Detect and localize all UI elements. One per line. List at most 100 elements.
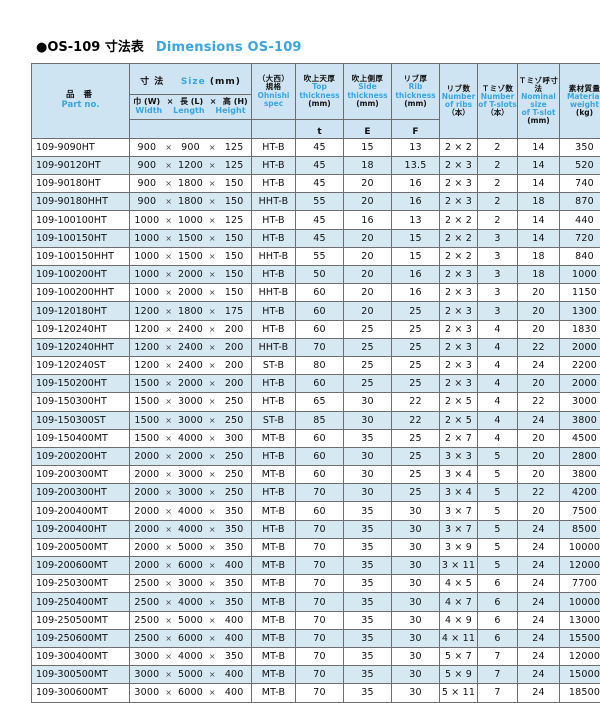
cell-tslots: 4 — [478, 411, 518, 429]
cell-ribs: 2 × 3 — [440, 320, 478, 338]
cell-length: 2000 — [174, 451, 208, 462]
dimension-times-icon: × — [164, 543, 174, 552]
cell-tslots: 4 — [478, 338, 518, 356]
cell-width: 1000 — [130, 251, 164, 262]
cell-ribs: 2 × 7 — [440, 429, 478, 447]
header-top-thickness: 吹上天厚 Top thickness (mm) — [296, 64, 344, 120]
dimension-times-icon: × — [207, 161, 217, 170]
cell-E: 35 — [344, 502, 392, 520]
cell-part_no: 109-250600MT — [32, 629, 130, 647]
cell-tslots: 6 — [478, 593, 518, 611]
cell-tslots: 4 — [478, 375, 518, 393]
cell-t: 45 — [296, 156, 344, 174]
cell-weight: 4500 — [560, 429, 600, 447]
cell-height: 250 — [217, 451, 251, 462]
dimension-times-icon: × — [164, 616, 174, 625]
cell-weight: 440 — [560, 211, 600, 229]
cell-F: 15 — [392, 247, 440, 265]
cell-weight: 720 — [560, 229, 600, 247]
dimension-times-icon: × — [207, 507, 217, 516]
cell-E: 20 — [344, 302, 392, 320]
cell-width: 3000 — [130, 687, 164, 698]
cell-tslot_size: 24 — [518, 575, 560, 593]
cell-ribs: 2 × 2 — [440, 247, 478, 265]
dimension-times-icon: × — [164, 307, 174, 316]
cell-weight: 870 — [560, 193, 600, 211]
cell-part_no: 109-300500MT — [32, 666, 130, 684]
dimension-times-icon: × — [164, 161, 174, 170]
cell-length: 1800 — [174, 306, 208, 317]
cell-height: 150 — [217, 269, 251, 280]
cell-dimensions: 900×1800×150 — [130, 175, 252, 193]
cell-height: 150 — [217, 178, 251, 189]
cell-tslots: 3 — [478, 302, 518, 320]
cell-weight: 7700 — [560, 575, 600, 593]
symbol-top-thickness: t — [296, 120, 344, 139]
cell-E: 30 — [344, 393, 392, 411]
cell-weight: 15500 — [560, 629, 600, 647]
cell-t: 70 — [296, 484, 344, 502]
cell-t: 70 — [296, 520, 344, 538]
cell-F: 25 — [392, 429, 440, 447]
cell-E: 35 — [344, 593, 392, 611]
cell-height: 125 — [217, 142, 251, 153]
cell-width: 2000 — [130, 506, 164, 517]
cell-height: 150 — [217, 287, 251, 298]
symbol-E: E — [364, 127, 370, 137]
cell-spec: HHT-B — [252, 284, 296, 302]
cell-height: 400 — [217, 669, 251, 680]
cell-ribs: 3 × 7 — [440, 502, 478, 520]
cell-t: 55 — [296, 193, 344, 211]
cell-weight: 350 — [560, 138, 600, 156]
dimension-times-icon: × — [207, 179, 217, 188]
cell-t: 70 — [296, 538, 344, 556]
cell-tslot_size: 24 — [518, 684, 560, 702]
cell-F: 30 — [392, 520, 440, 538]
cell-height: 250 — [217, 415, 251, 426]
dimension-times-icon: × — [207, 579, 217, 588]
dimension-times-icon: × — [164, 634, 174, 643]
cell-dimensions: 1500×4000×300 — [130, 429, 252, 447]
cell-length: 1200 — [174, 160, 208, 171]
header-height-en: Height — [215, 107, 245, 116]
cell-weight: 3000 — [560, 393, 600, 411]
cell-t: 60 — [296, 375, 344, 393]
cell-spec: HT-B — [252, 393, 296, 411]
cell-height: 150 — [217, 233, 251, 244]
cell-part_no: 109-120180HT — [32, 302, 130, 320]
cell-ribs: 3 × 11 — [440, 557, 478, 575]
cell-tslots: 7 — [478, 666, 518, 684]
dimension-times-icon: × — [164, 343, 174, 352]
cell-tslot_size: 24 — [518, 666, 560, 684]
cell-F: 25 — [392, 375, 440, 393]
dimension-times-icon: × — [207, 670, 217, 679]
dimension-times-icon: × — [207, 361, 217, 370]
cell-length: 5000 — [174, 542, 208, 553]
cell-part_no: 109-200600MT — [32, 557, 130, 575]
cell-width: 1500 — [130, 396, 164, 407]
cell-ribs: 4 × 7 — [440, 593, 478, 611]
cell-spec: HT-B — [252, 520, 296, 538]
cell-E: 16 — [344, 211, 392, 229]
cell-F: 13.5 — [392, 156, 440, 174]
cell-weight: 12000 — [560, 557, 600, 575]
cell-tslots: 5 — [478, 447, 518, 465]
dimension-times-icon: × — [207, 307, 217, 316]
cell-height: 175 — [217, 306, 251, 317]
cell-dimensions: 1000×2000×150 — [130, 266, 252, 284]
cell-tslots: 6 — [478, 575, 518, 593]
cell-t: 55 — [296, 247, 344, 265]
dimension-times-icon: × — [207, 325, 217, 334]
cell-E: 35 — [344, 575, 392, 593]
cell-E: 25 — [344, 375, 392, 393]
cell-F: 30 — [392, 611, 440, 629]
header-tslot-nominal-size-en1: Nominal size — [518, 93, 559, 109]
cell-part_no: 109-100150HT — [32, 229, 130, 247]
cell-width: 2000 — [130, 469, 164, 480]
cell-part_no: 109-200300MT — [32, 466, 130, 484]
cell-spec: MT-B — [252, 629, 296, 647]
cell-part_no: 109-100100HT — [32, 211, 130, 229]
cell-part_no: 109-90180HHT — [32, 193, 130, 211]
